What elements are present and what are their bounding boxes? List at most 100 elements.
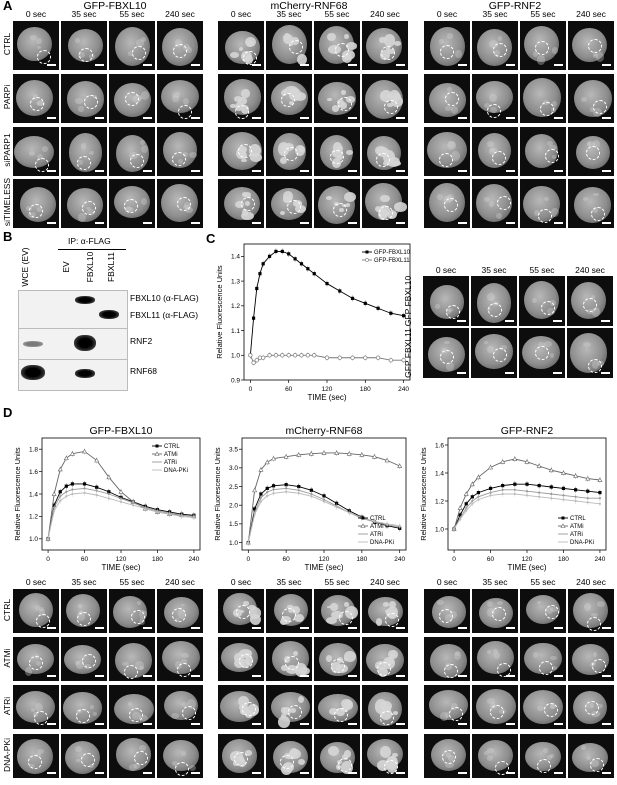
time-label: 0 sec xyxy=(25,577,47,587)
microscopy-image xyxy=(61,685,107,729)
microscopy-image xyxy=(61,637,107,681)
microscopy-image xyxy=(218,74,264,123)
panel-letter-d: D xyxy=(3,405,13,420)
y-tick-label: 1.2 xyxy=(29,514,38,521)
data-point xyxy=(71,488,74,491)
data-point xyxy=(64,484,68,488)
microscopy-image xyxy=(266,74,312,123)
data-point xyxy=(63,455,69,461)
microscopy-image xyxy=(472,127,518,176)
microscopy-image xyxy=(424,589,470,633)
data-point xyxy=(457,505,463,510)
time-label: 35 sec xyxy=(71,577,97,587)
microscopy-image xyxy=(13,74,59,123)
microscopy-image xyxy=(568,127,614,176)
data-point xyxy=(562,494,565,497)
chart-d-rnf68: mCherry-RNF68 0 60 120 180 240 1.0 1.5 2.0 2.5 3.0… xyxy=(213,425,407,572)
data-point xyxy=(310,495,313,498)
y-tick-label: 1.1 xyxy=(231,328,240,335)
data-point xyxy=(513,482,517,486)
data-point xyxy=(296,452,302,457)
y-tick-label: 1.0 xyxy=(229,540,238,547)
data-point xyxy=(373,520,376,523)
data-point xyxy=(180,515,183,518)
microscopy-image xyxy=(520,734,566,778)
microscopy-image xyxy=(266,127,312,176)
microscopy-image xyxy=(567,276,613,326)
lane-label-fbxl10: FBXL10 xyxy=(85,251,95,283)
microscopy-image xyxy=(520,179,566,228)
data-point xyxy=(252,487,258,493)
microscopy-image xyxy=(472,685,518,729)
data-point xyxy=(94,457,100,463)
data-point xyxy=(375,355,381,360)
legend-marker xyxy=(365,258,369,262)
data-point xyxy=(258,272,262,276)
data-point xyxy=(65,495,68,498)
legend-entry: DNA-PKi xyxy=(164,468,188,474)
ip-label: IP: α-FLAG xyxy=(68,236,111,246)
y-axis-label: Relative Fluorescence Units xyxy=(215,265,224,359)
data-point xyxy=(402,314,406,318)
group-title-rnf2: GFP-RNF2 xyxy=(488,0,542,12)
data-point xyxy=(322,500,326,503)
x-tick-label: 0 xyxy=(249,386,253,393)
data-point xyxy=(51,491,57,496)
legend-entry: ATRi xyxy=(164,460,177,466)
data-point xyxy=(297,484,301,489)
y-axis-label: Relative Fluorescence Units xyxy=(13,447,22,541)
microscopy-image xyxy=(218,685,264,729)
data-point xyxy=(254,358,259,363)
microscopy-image xyxy=(314,179,360,228)
legend-entry: GFP-FBXL11 xyxy=(374,258,410,264)
microscopy-image xyxy=(472,21,518,70)
microscopy-image xyxy=(218,127,264,176)
x-tick-label: 60 xyxy=(487,556,495,563)
time-label: 0 sec xyxy=(436,577,458,587)
panel-letter-c: C xyxy=(206,231,216,246)
data-point xyxy=(168,513,171,516)
microscopy-image xyxy=(314,734,360,778)
data-point xyxy=(293,257,297,261)
y-tick-label: 1.6 xyxy=(435,442,444,449)
time-label: 240 sec xyxy=(575,265,605,275)
data-point xyxy=(452,527,456,531)
data-point xyxy=(537,484,541,488)
data-point xyxy=(550,492,553,496)
microscopy-image xyxy=(471,276,517,326)
microscopy-image xyxy=(423,276,469,326)
microscopy-image xyxy=(568,74,614,123)
data-point xyxy=(469,481,475,487)
data-point xyxy=(397,463,403,468)
data-point xyxy=(82,448,88,454)
data-point xyxy=(312,272,316,276)
microscopy-image xyxy=(424,127,470,176)
data-point xyxy=(501,492,504,496)
data-point xyxy=(280,353,285,358)
data-point xyxy=(248,353,253,358)
data-point xyxy=(285,487,288,490)
data-point xyxy=(385,522,389,525)
chart-c-recruitment: 0 60 120 180 240 0.9 1.0 1.1 1.2 1.3 1.4 TIME (sec)… xyxy=(215,243,411,402)
microscopy-image xyxy=(424,685,470,729)
data-point xyxy=(312,353,317,358)
data-point xyxy=(586,501,589,504)
legend-marker xyxy=(560,523,566,528)
time-label: 55 sec xyxy=(530,577,556,587)
data-point xyxy=(251,316,256,320)
data-point xyxy=(58,490,62,494)
data-point xyxy=(513,488,516,491)
x-axis-label: TIME (sec) xyxy=(307,393,346,402)
data-point xyxy=(267,353,272,358)
panel-letter-a: A xyxy=(3,0,13,13)
legend-entry: DNA-PKi xyxy=(370,540,394,546)
time-label: 35 sec xyxy=(482,9,508,19)
data-point xyxy=(261,355,266,360)
data-point xyxy=(598,491,602,495)
time-label: 35 sec xyxy=(71,9,97,19)
x-tick-label: 180 xyxy=(360,386,371,393)
data-point xyxy=(95,485,99,489)
data-point xyxy=(283,454,289,459)
microscopy-image xyxy=(109,589,155,633)
data-point xyxy=(255,286,259,291)
